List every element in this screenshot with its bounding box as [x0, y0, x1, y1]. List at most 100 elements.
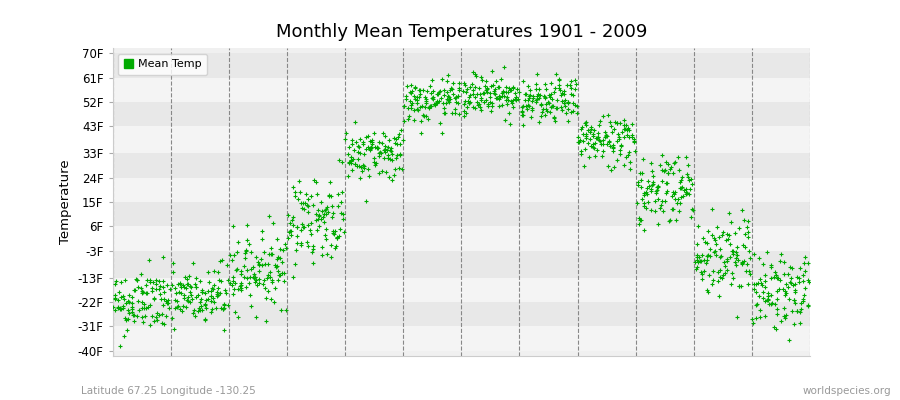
Point [491, 84, 506, 91]
Point [358, 198, 373, 204]
Point [592, 122, 607, 128]
Point [777, 313, 791, 320]
Point [329, 234, 344, 241]
Point [571, 138, 585, 145]
Point [127, 287, 141, 293]
Point [463, 91, 477, 98]
Point [304, 230, 319, 237]
Point [283, 228, 297, 234]
Point [581, 127, 596, 134]
Point [191, 292, 205, 299]
Point [754, 280, 769, 286]
Point [477, 99, 491, 106]
Point [641, 178, 655, 184]
Point [583, 124, 598, 130]
Point [212, 277, 227, 283]
Point [655, 167, 670, 174]
Point [114, 306, 129, 312]
Point [723, 241, 737, 248]
Point [724, 281, 739, 288]
Point [616, 162, 631, 168]
Point [575, 124, 590, 130]
Point [214, 257, 229, 263]
Point [433, 120, 447, 126]
Point [737, 217, 751, 224]
Point [706, 206, 720, 212]
Point [725, 270, 740, 276]
Point [734, 206, 749, 213]
Point [790, 308, 805, 314]
Point [644, 159, 658, 166]
Point [428, 100, 443, 106]
Point [508, 94, 523, 100]
Point [644, 182, 659, 188]
Point [586, 141, 600, 147]
Point [139, 290, 153, 296]
Point [676, 193, 690, 199]
Point [649, 190, 663, 196]
Point [770, 296, 785, 302]
Point [484, 108, 499, 114]
Point [324, 242, 338, 248]
Point [796, 278, 810, 284]
Point [217, 301, 231, 307]
Point [758, 284, 772, 290]
Point [206, 282, 220, 288]
Point [169, 298, 184, 304]
Point [356, 139, 370, 145]
Point [124, 294, 139, 300]
Point [599, 132, 614, 139]
Point [310, 206, 325, 213]
Point [111, 297, 125, 304]
Point [547, 85, 562, 91]
Point [375, 140, 390, 146]
Point [193, 307, 207, 313]
Bar [112, 102, 810, 126]
Point [251, 261, 266, 268]
Point [248, 278, 262, 285]
Point [133, 285, 148, 291]
Point [560, 82, 574, 88]
Point [423, 83, 437, 89]
Point [183, 283, 197, 289]
Point [165, 282, 179, 288]
Point [499, 84, 513, 91]
Point [225, 282, 239, 288]
Point [115, 292, 130, 299]
Point [590, 147, 605, 154]
Point [544, 91, 559, 97]
Point [530, 91, 544, 98]
Point [310, 216, 325, 222]
Point [563, 109, 578, 115]
Point [482, 93, 497, 100]
Point [532, 118, 546, 125]
Point [577, 162, 591, 169]
Point [787, 297, 801, 303]
Point [576, 138, 590, 144]
Point [198, 289, 212, 296]
Point [666, 206, 680, 212]
Point [742, 281, 756, 288]
Point [793, 264, 807, 271]
Point [760, 249, 774, 255]
Point [361, 166, 375, 172]
Point [552, 85, 566, 92]
Point [572, 139, 586, 145]
Point [205, 284, 220, 291]
Point [721, 232, 735, 238]
Point [690, 257, 705, 264]
Point [503, 121, 517, 127]
Point [322, 193, 337, 200]
Point [345, 137, 359, 144]
Point [463, 98, 477, 105]
Point [770, 288, 784, 294]
Point [203, 309, 218, 316]
Point [592, 138, 607, 144]
Point [328, 227, 342, 234]
Point [557, 88, 572, 94]
Point [367, 130, 382, 136]
Point [637, 190, 652, 197]
Point [158, 313, 173, 320]
Point [143, 322, 157, 328]
Point [358, 146, 373, 152]
